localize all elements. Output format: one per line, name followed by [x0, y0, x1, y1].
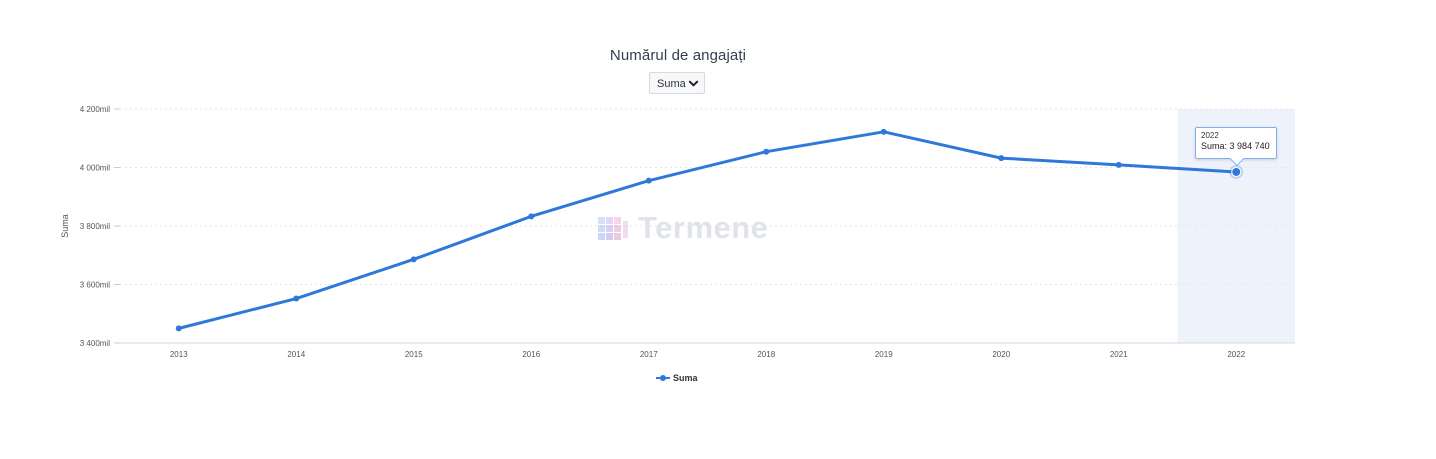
tooltip-series: Suma: [1201, 141, 1225, 151]
series-line: [177, 130, 1238, 330]
y-axis-label: Suma: [60, 214, 70, 238]
data-point[interactable]: [1231, 166, 1242, 177]
x-tick-label: 2018: [757, 350, 775, 359]
tooltip-value-row: Suma: 3 984 740: [1201, 141, 1271, 151]
watermark-text: Termene: [638, 210, 769, 245]
data-point[interactable]: [1115, 161, 1122, 168]
metric-select-value: Suma: [657, 78, 686, 90]
legend-marker-icon: [656, 375, 670, 381]
tooltip-year: 2022: [1201, 131, 1219, 140]
data-point[interactable]: [175, 325, 182, 332]
tooltip-value: 3 984 740: [1229, 141, 1270, 151]
data-point[interactable]: [880, 128, 887, 135]
y-tick-label: 3 800mil: [80, 222, 110, 231]
x-tick-label: 2014: [287, 350, 305, 359]
x-tick-label: 2022: [1227, 350, 1245, 359]
cube-logo-icon: [598, 217, 628, 240]
chart-title: Numărul de angajați: [609, 47, 747, 64]
y-tick-label: 4 200mil: [80, 105, 110, 114]
data-point[interactable]: [645, 177, 652, 184]
tooltip-colon: :: [1224, 141, 1228, 151]
x-tick-label: 2013: [170, 350, 188, 359]
x-tick-label: 2015: [405, 350, 423, 359]
metric-select[interactable]: Suma: [649, 72, 705, 94]
x-tick-label: 2020: [992, 350, 1010, 359]
legend-item-suma[interactable]: Suma: [656, 373, 698, 383]
data-point[interactable]: [998, 155, 1005, 162]
data-tooltip: 2022 Suma: 3 984 740: [1195, 127, 1277, 159]
x-tick-label: 2019: [875, 350, 893, 359]
data-point[interactable]: [410, 256, 417, 263]
x-tick-label: 2016: [522, 350, 540, 359]
x-tick-label: 2017: [640, 350, 658, 359]
termene-watermark: Termene: [596, 210, 768, 246]
y-tick-label: 3 600mil: [80, 281, 110, 290]
y-tick-label: 4 000mil: [80, 164, 110, 173]
legend-label: Suma: [673, 373, 698, 383]
data-point[interactable]: [528, 213, 535, 220]
y-tick-label: 3 400mil: [80, 339, 110, 348]
data-point[interactable]: [763, 148, 770, 155]
x-tick-label: 2021: [1110, 350, 1128, 359]
data-point[interactable]: [293, 295, 300, 302]
chevron-down-icon: [688, 80, 699, 87]
